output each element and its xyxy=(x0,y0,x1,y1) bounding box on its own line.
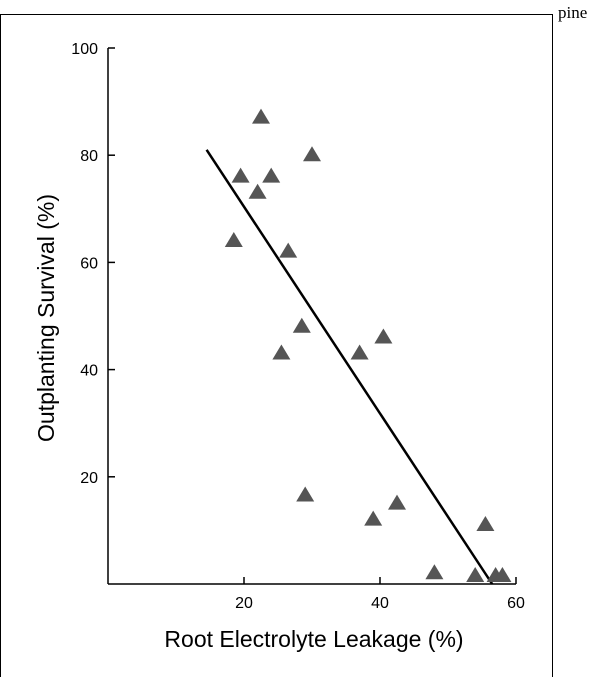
data-point-triangle xyxy=(252,108,270,124)
y-tick-label: 80 xyxy=(80,148,98,165)
data-point-triangle xyxy=(493,566,512,582)
data-point-triangle xyxy=(224,231,243,247)
y-tick-label: 20 xyxy=(80,470,98,487)
data-point-triangle xyxy=(425,564,444,580)
trend-line xyxy=(205,149,494,585)
data-point-triangle xyxy=(292,317,311,333)
frame-top-border xyxy=(0,14,553,15)
data-point-triangle xyxy=(466,566,485,582)
corner-text: pine xyxy=(558,3,588,22)
data-point-triangle xyxy=(388,494,406,510)
data-point-triangle xyxy=(374,328,393,344)
y-tick-label: 40 xyxy=(80,363,98,380)
data-point-triangle xyxy=(296,486,315,502)
trend-line-group xyxy=(205,149,494,585)
data-point-triangle xyxy=(364,510,383,526)
data-point-triangle xyxy=(303,146,321,162)
frame-right-border xyxy=(552,14,553,677)
data-point-triangle xyxy=(262,167,281,183)
y-axis-title: Outplanting Survival (%) xyxy=(33,194,59,442)
data-point-triangle xyxy=(476,516,495,532)
data-point-triangle xyxy=(248,183,267,199)
x-tick-label: 40 xyxy=(371,595,389,612)
data-point-triangle xyxy=(231,167,250,183)
data-point-triangle xyxy=(272,344,291,360)
data-point-triangle xyxy=(279,242,298,258)
x-axis-title: Root Electrolyte Leakage (%) xyxy=(164,626,463,652)
y-tick-label: 100 xyxy=(71,41,98,58)
data-points xyxy=(224,108,512,582)
data-point-triangle xyxy=(350,344,369,360)
x-tick-label: 20 xyxy=(235,595,253,612)
frame-left-border xyxy=(0,14,1,677)
y-tick-label: 60 xyxy=(80,255,98,272)
ticks: 20 40 60 20 40 60 80 100 xyxy=(71,41,525,612)
axes xyxy=(107,48,516,585)
x-tick-label: 60 xyxy=(507,595,525,612)
